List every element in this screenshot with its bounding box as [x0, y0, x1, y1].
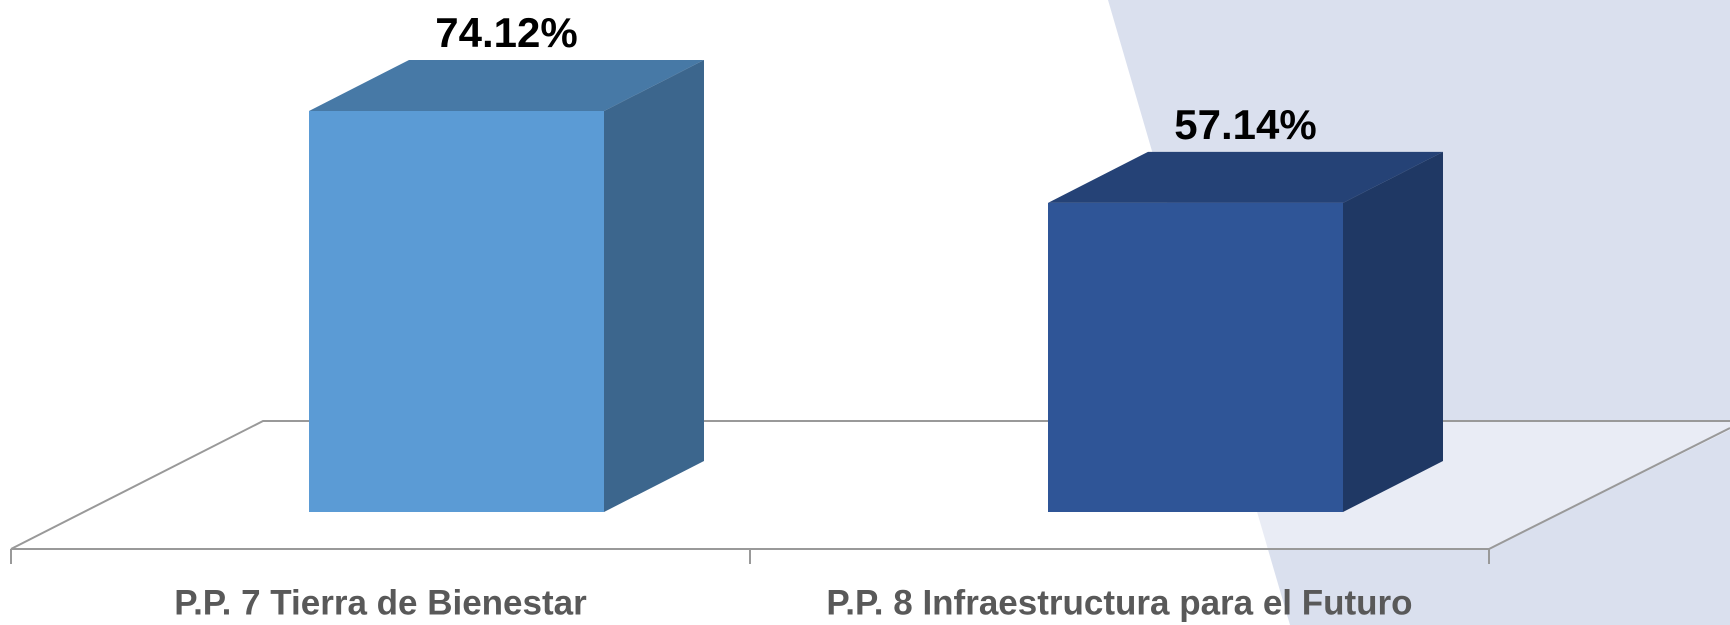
- bar-top: [309, 60, 704, 111]
- data-label: 57.14%: [1174, 101, 1316, 148]
- x-tick-label: P.P. 7 Tierra de Bienestar: [174, 583, 587, 622]
- bar-side: [604, 60, 704, 512]
- data-label: 74.12%: [435, 9, 577, 56]
- x-tick-label: P.P. 8 Infraestructura para el Futuro: [826, 583, 1412, 622]
- bar: [309, 111, 604, 512]
- bar-side: [1343, 151, 1443, 513]
- bar: [1048, 202, 1343, 513]
- bar-top: [1048, 151, 1443, 203]
- floor: [11, 421, 1730, 549]
